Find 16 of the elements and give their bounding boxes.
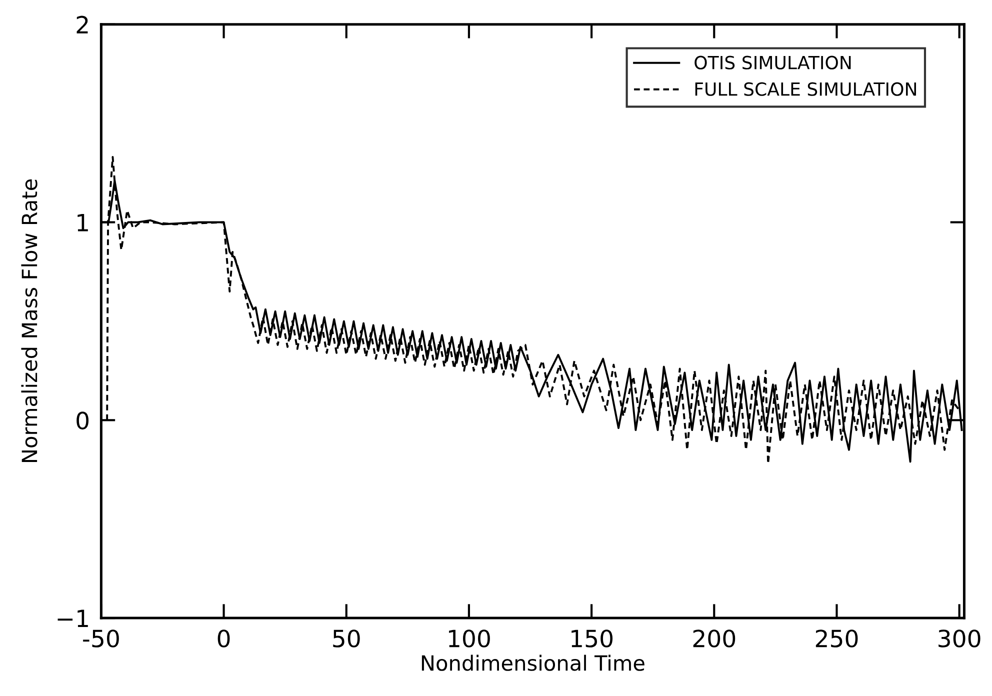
x-axis-title: Nondimensional Time: [422, 654, 644, 671]
y-tick-label: 2: [76, 16, 88, 34]
y-tick-label: −1: [58, 610, 88, 628]
x-tick-label: 0: [218, 630, 230, 648]
y-axis-title: Normalized Mass Flow Rate: [21, 179, 38, 462]
legend-label: FULL SCALE SIMULATION: [695, 82, 916, 96]
x-tick-label: 300: [938, 630, 980, 648]
x-tick-label: -50: [83, 630, 119, 648]
x-tick-label: 100: [449, 630, 490, 648]
y-tick-label: 0: [76, 412, 89, 430]
x-tick-label: 250: [816, 630, 858, 648]
x-tick-label: 50: [333, 630, 360, 648]
legend-label: OTIS SIMULATION: [694, 56, 851, 70]
y-tick-label: 1: [78, 214, 88, 232]
x-tick-label: 200: [693, 630, 736, 648]
x-tick-label: 150: [572, 630, 613, 648]
